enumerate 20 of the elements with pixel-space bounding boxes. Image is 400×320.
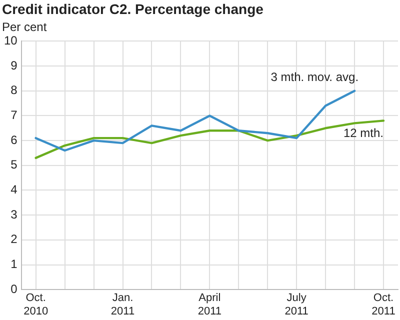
y-tick-label: 2 (10, 232, 18, 246)
y-tick-label: 0 (10, 282, 18, 296)
y-tick-label: 6 (10, 132, 18, 147)
chart-title: Credit indicator C2. Percentage change (2, 1, 264, 17)
x-tick-label: Jan. 2011 (110, 292, 135, 318)
y-tick-label: 1 (10, 257, 18, 272)
y-tick-label: 10 (4, 34, 18, 48)
series-label: 12 mth. (343, 126, 384, 140)
x-tick-label: Oct. 2010 (24, 292, 48, 318)
y-tick-label: 9 (10, 58, 18, 72)
x-tick-label: Oct. 2011 (372, 292, 396, 318)
y-tick-label: 4 (10, 182, 18, 197)
y-tick-label: 3 (10, 207, 18, 222)
x-tick-label: July 2011 (284, 292, 308, 318)
y-axis-title: Per cent (2, 20, 47, 34)
y-tick-label: 8 (10, 83, 18, 98)
y-tick-label: 7 (10, 108, 18, 122)
series-label: 3 mth. mov. avg. (270, 70, 359, 84)
x-tick-label: April 2011 (198, 292, 222, 318)
y-tick-label: 5 (10, 158, 18, 172)
